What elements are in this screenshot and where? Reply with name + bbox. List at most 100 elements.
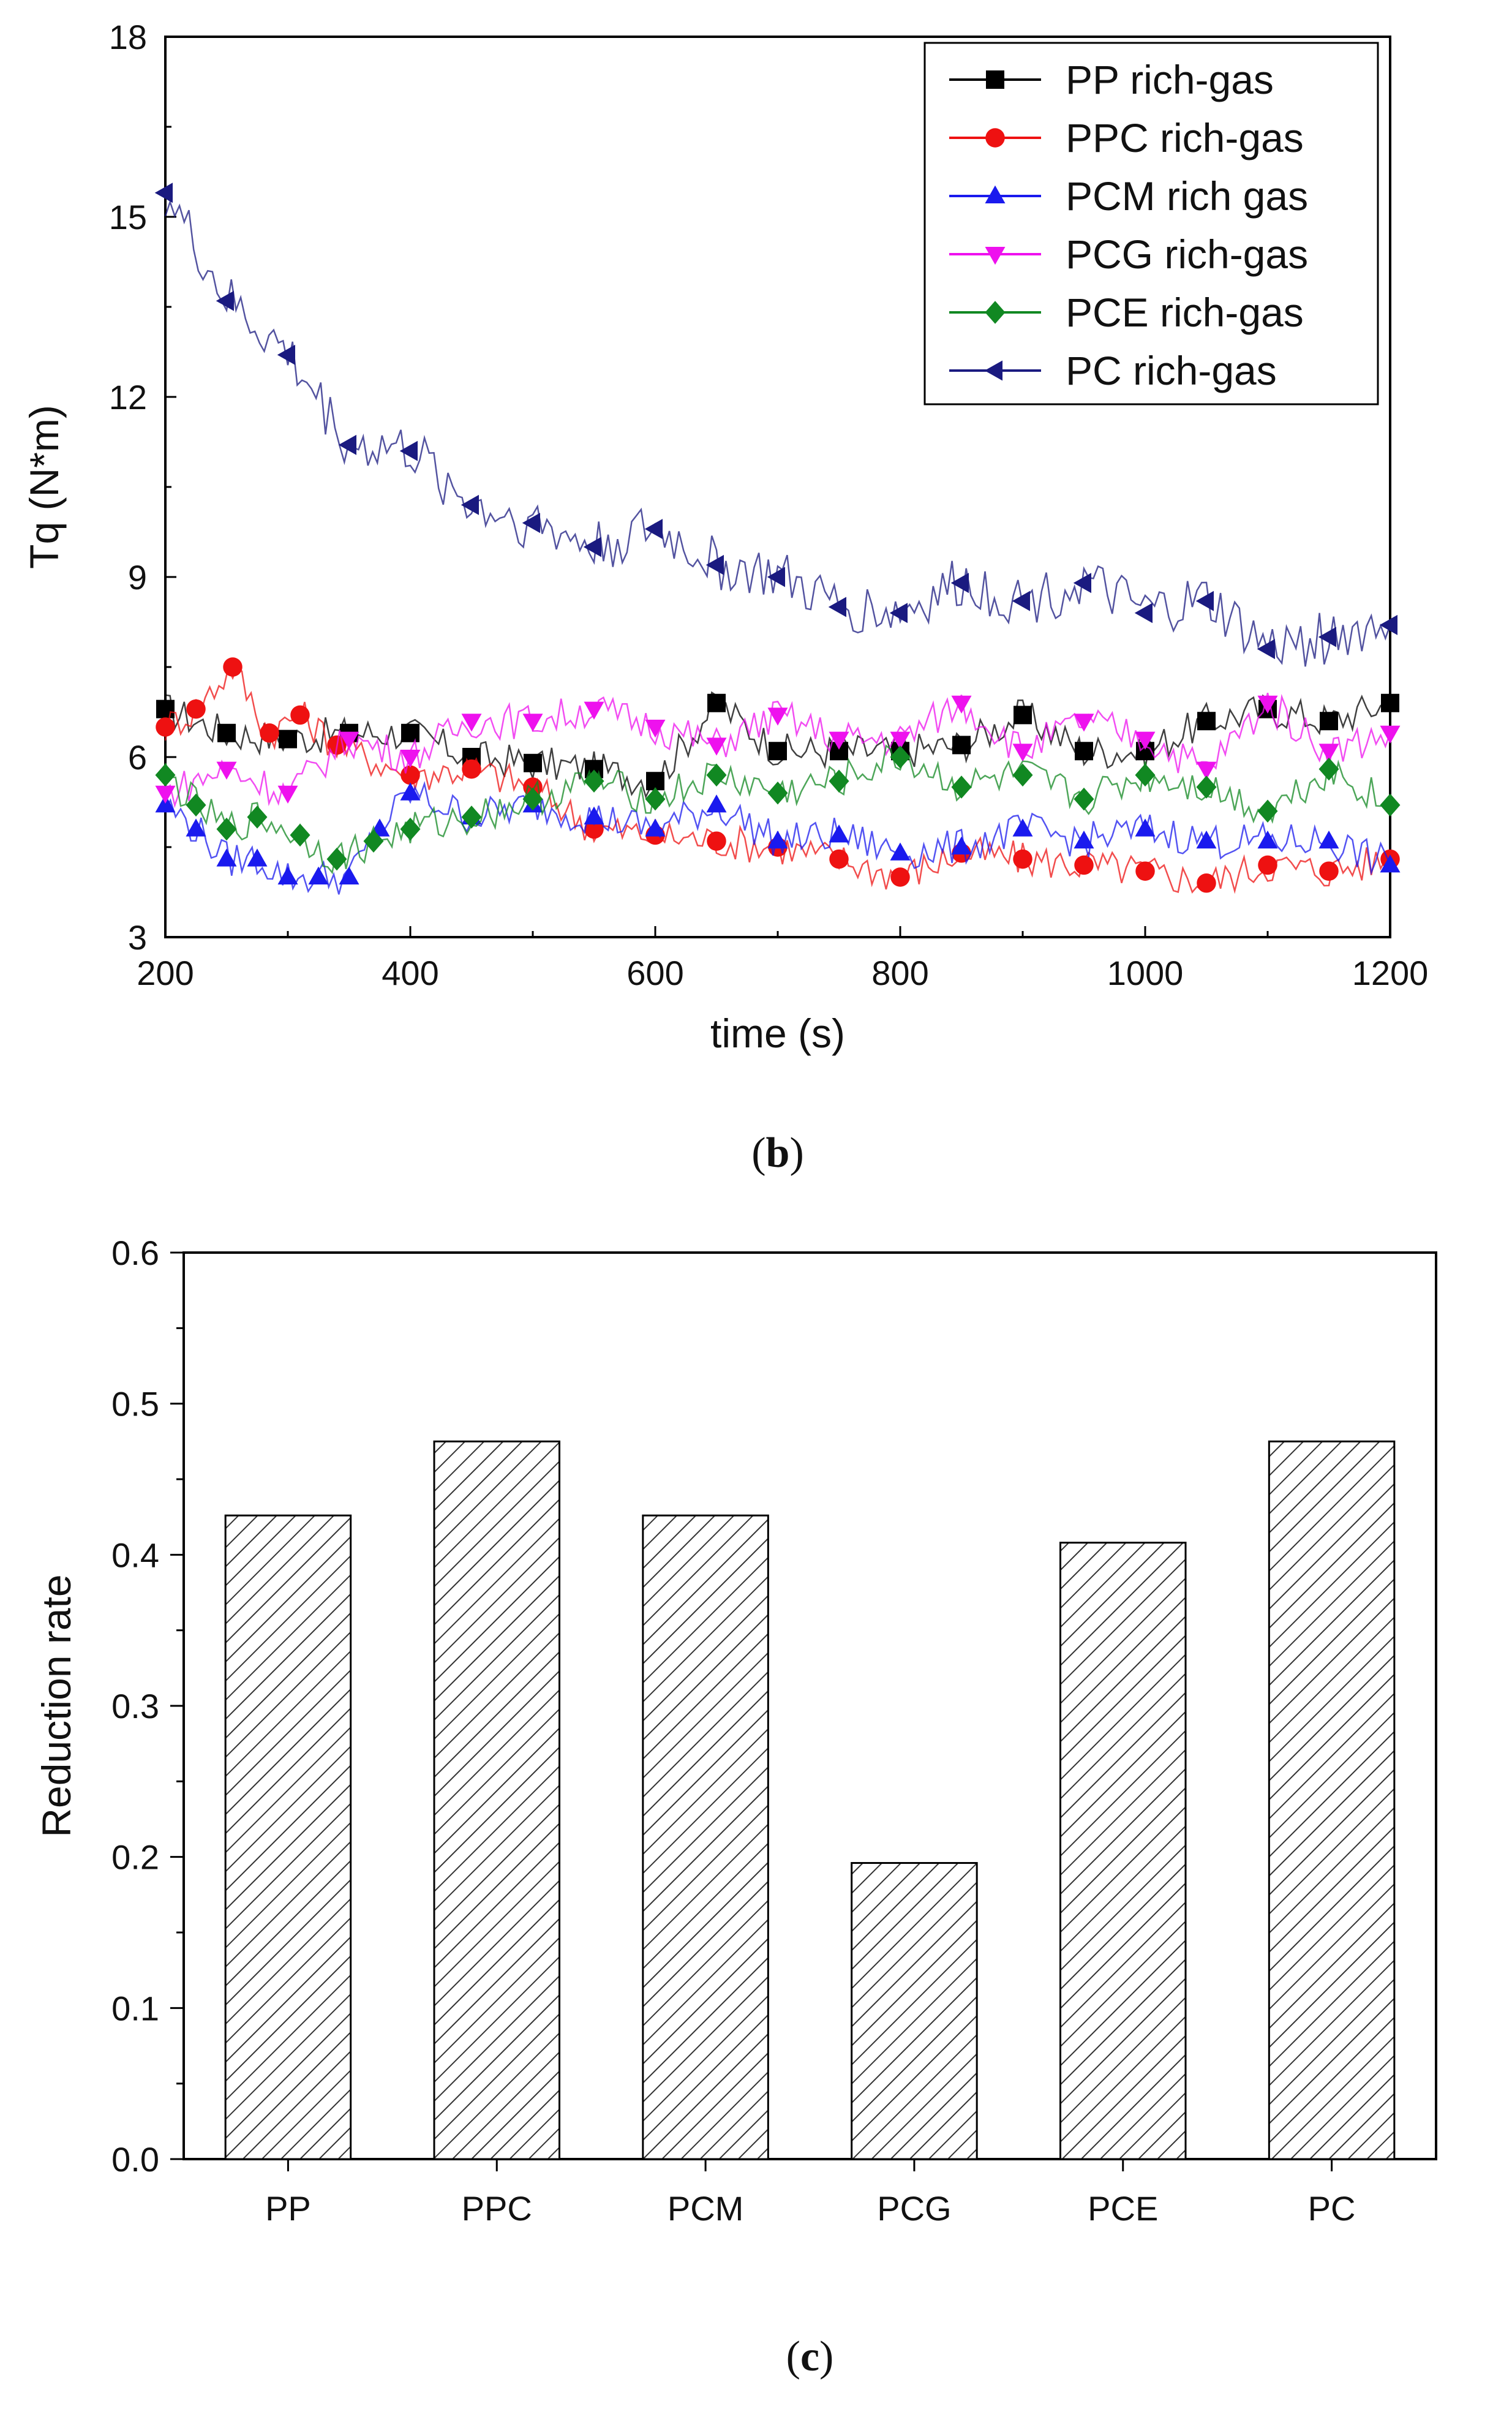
data-point-pcg-rich-gas [1012, 744, 1033, 762]
data-point-pp-rich-gas [830, 742, 848, 761]
chart-c-x-tick-label: PP [265, 2189, 311, 2228]
data-point-pcm-rich-gas [1012, 818, 1033, 837]
torque-time-chart: 200 400 600 800 1000 1200 3 6 9 12 15 18 PP rich-ga… [21, 18, 1428, 1177]
data-point-pc-rich-gas [1379, 614, 1397, 635]
data-point-pcm-rich-gas [339, 866, 359, 884]
data-point-pp-rich-gas [646, 772, 664, 791]
data-point-ppc-rich-gas [401, 765, 420, 785]
legend-label: PPC rich-gas [1066, 115, 1304, 160]
series-line-pp-rich-gas [165, 691, 1391, 799]
chart-c-y-tick-label: 0.0 [111, 2140, 159, 2179]
data-point-pc-rich-gas [767, 567, 785, 587]
chart-b-x-tick-label: 1000 [1107, 954, 1184, 992]
chart-c-ticks: 0.0 0.1 0.2 0.3 0.4 0.5 0.6 PP PPC PCM PCG PCE PC [111, 1234, 1355, 2228]
data-point-pcm-rich-gas [1318, 830, 1339, 849]
bar-pcm [642, 1514, 769, 2160]
data-point-pce-rich-gas [290, 823, 310, 847]
data-point-pce-rich-gas [584, 769, 604, 793]
chart-b-y-tick-label: 9 [128, 558, 147, 597]
chart-c-caption: (c) [786, 2333, 834, 2380]
data-point-pc-rich-gas [1195, 590, 1214, 611]
data-point-pp-rich-gas [1381, 693, 1399, 712]
legend-marker [985, 128, 1005, 148]
series-ppc-rich-gas [156, 657, 1400, 894]
data-point-pcg-rich-gas [951, 695, 972, 714]
legend-marker [985, 247, 1006, 265]
data-point-ppc-rich-gas [1319, 861, 1339, 881]
data-point-pcm-rich-gas [645, 818, 666, 837]
legend-label: PCG rich-gas [1066, 232, 1308, 277]
legend-entry: PP rich-gas [949, 57, 1274, 102]
series-pcm-rich-gas [155, 781, 1401, 895]
legend-label: PP rich-gas [1066, 57, 1274, 102]
data-point-ppc-rich-gas [1074, 855, 1094, 875]
data-point-pce-rich-gas [400, 817, 421, 841]
data-point-pcg-rich-gas [645, 720, 666, 738]
data-point-pce-rich-gas [186, 793, 206, 817]
data-point-pcm-rich-gas [767, 830, 788, 849]
chart-b-y-tick-label: 12 [109, 378, 147, 417]
chart-c-y-tick-label: 0.3 [111, 1687, 159, 1725]
chart-b-x-tick-label: 400 [382, 954, 438, 992]
data-point-pce-rich-gas [155, 763, 176, 787]
data-point-pcg-rich-gas [1380, 725, 1401, 744]
data-point-pcm-rich-gas [829, 824, 849, 843]
legend-label: PCE rich-gas [1066, 290, 1304, 335]
chart-c-bars [224, 1440, 1396, 2160]
data-point-pp-rich-gas [1197, 712, 1216, 731]
data-point-pcm-rich-gas [951, 836, 972, 854]
chart-b-y-axis-title: Tq (N*m) [21, 405, 67, 569]
chart-b-series [154, 183, 1401, 895]
data-point-pc-rich-gas [1073, 573, 1091, 594]
data-point-pp-rich-gas [769, 742, 787, 761]
data-point-ppc-rich-gas [186, 699, 206, 719]
data-point-pce-rich-gas [326, 847, 347, 871]
chart-c-y-tick-label: 0.1 [111, 1989, 159, 2027]
legend-marker [984, 360, 1002, 381]
legend-entry: PC rich-gas [949, 348, 1277, 393]
legend-entry: PCE rich-gas [949, 290, 1304, 335]
chart-c-y-tick-label: 0.5 [111, 1385, 159, 1423]
data-point-pce-rich-gas [216, 817, 237, 841]
data-point-pcm-rich-gas [277, 866, 298, 884]
data-point-pcg-rich-gas [461, 714, 482, 732]
legend-box [923, 42, 1379, 405]
chart-c-plot-frame [182, 1251, 1437, 2160]
chart-c-x-tick-label: PPC [462, 2189, 532, 2228]
data-point-pc-rich-gas [277, 344, 295, 365]
chart-b-y-tick-label: 3 [128, 918, 147, 957]
data-point-pce-rich-gas [767, 782, 788, 805]
data-point-pc-rich-gas [583, 537, 601, 557]
data-point-pp-rich-gas [401, 723, 419, 742]
data-point-pc-rich-gas [705, 554, 724, 575]
data-point-ppc-rich-gas [156, 717, 175, 737]
data-point-pce-rich-gas [890, 745, 911, 769]
data-point-pcg-rich-gas [277, 785, 298, 804]
data-point-pce-rich-gas [363, 829, 384, 853]
data-point-pcm-rich-gas [1380, 854, 1401, 873]
data-point-pc-rich-gas [1318, 627, 1336, 647]
data-point-pcm-rich-gas [400, 782, 421, 801]
chart-c-y-tick-label: 0.6 [111, 1234, 159, 1272]
data-point-pc-rich-gas [1012, 590, 1030, 611]
series-line-pc-rich-gas [164, 199, 1391, 667]
data-point-pce-rich-gas [522, 787, 543, 811]
data-point-pcg-rich-gas [767, 707, 788, 726]
data-point-ppc-rich-gas [829, 849, 849, 869]
data-point-pcm-rich-gas [1257, 830, 1278, 849]
bar-pcg [851, 1862, 978, 2160]
data-point-ppc-rich-gas [290, 705, 310, 725]
data-point-pp-rich-gas [1136, 742, 1154, 761]
legend-entry: PPC rich-gas [949, 115, 1304, 160]
data-point-pcm-rich-gas [186, 818, 206, 837]
data-point-pp-rich-gas [952, 736, 971, 755]
chart-c-x-tick-label: PCM [668, 2189, 743, 2228]
data-point-pce-rich-gas [951, 775, 972, 799]
data-point-pcm-rich-gas [308, 866, 329, 884]
data-point-ppc-rich-gas [890, 867, 910, 887]
data-point-pc-rich-gas [461, 494, 479, 515]
data-point-pcg-rich-gas [216, 761, 237, 780]
chart-b-x-axis-title: time (s) [710, 1011, 845, 1056]
chart-b-legend: PP rich-gas PPC rich-gas PCM rich gas PCG r… [923, 42, 1379, 405]
